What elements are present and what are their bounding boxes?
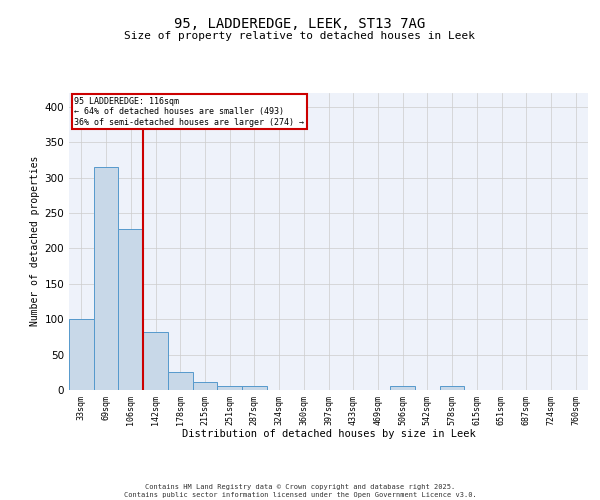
Bar	[440, 386, 464, 390]
Text: Size of property relative to detached houses in Leek: Size of property relative to detached ho…	[125, 31, 476, 41]
Text: Contains HM Land Registry data © Crown copyright and database right 2025.
Contai: Contains HM Land Registry data © Crown c…	[124, 484, 476, 498]
Bar	[168, 372, 193, 390]
Bar	[390, 386, 415, 390]
Bar	[69, 319, 94, 390]
X-axis label: Distribution of detached houses by size in Leek: Distribution of detached houses by size …	[182, 429, 475, 439]
Text: 95, LADDEREDGE, LEEK, ST13 7AG: 95, LADDEREDGE, LEEK, ST13 7AG	[175, 18, 425, 32]
Bar	[118, 228, 143, 390]
Bar	[94, 167, 118, 390]
Text: 95 LADDEREDGE: 116sqm
← 64% of detached houses are smaller (493)
36% of semi-det: 95 LADDEREDGE: 116sqm ← 64% of detached …	[74, 97, 304, 127]
Bar	[143, 332, 168, 390]
Bar	[217, 386, 242, 390]
Bar	[242, 386, 267, 390]
Y-axis label: Number of detached properties: Number of detached properties	[30, 156, 40, 326]
Bar	[193, 382, 217, 390]
